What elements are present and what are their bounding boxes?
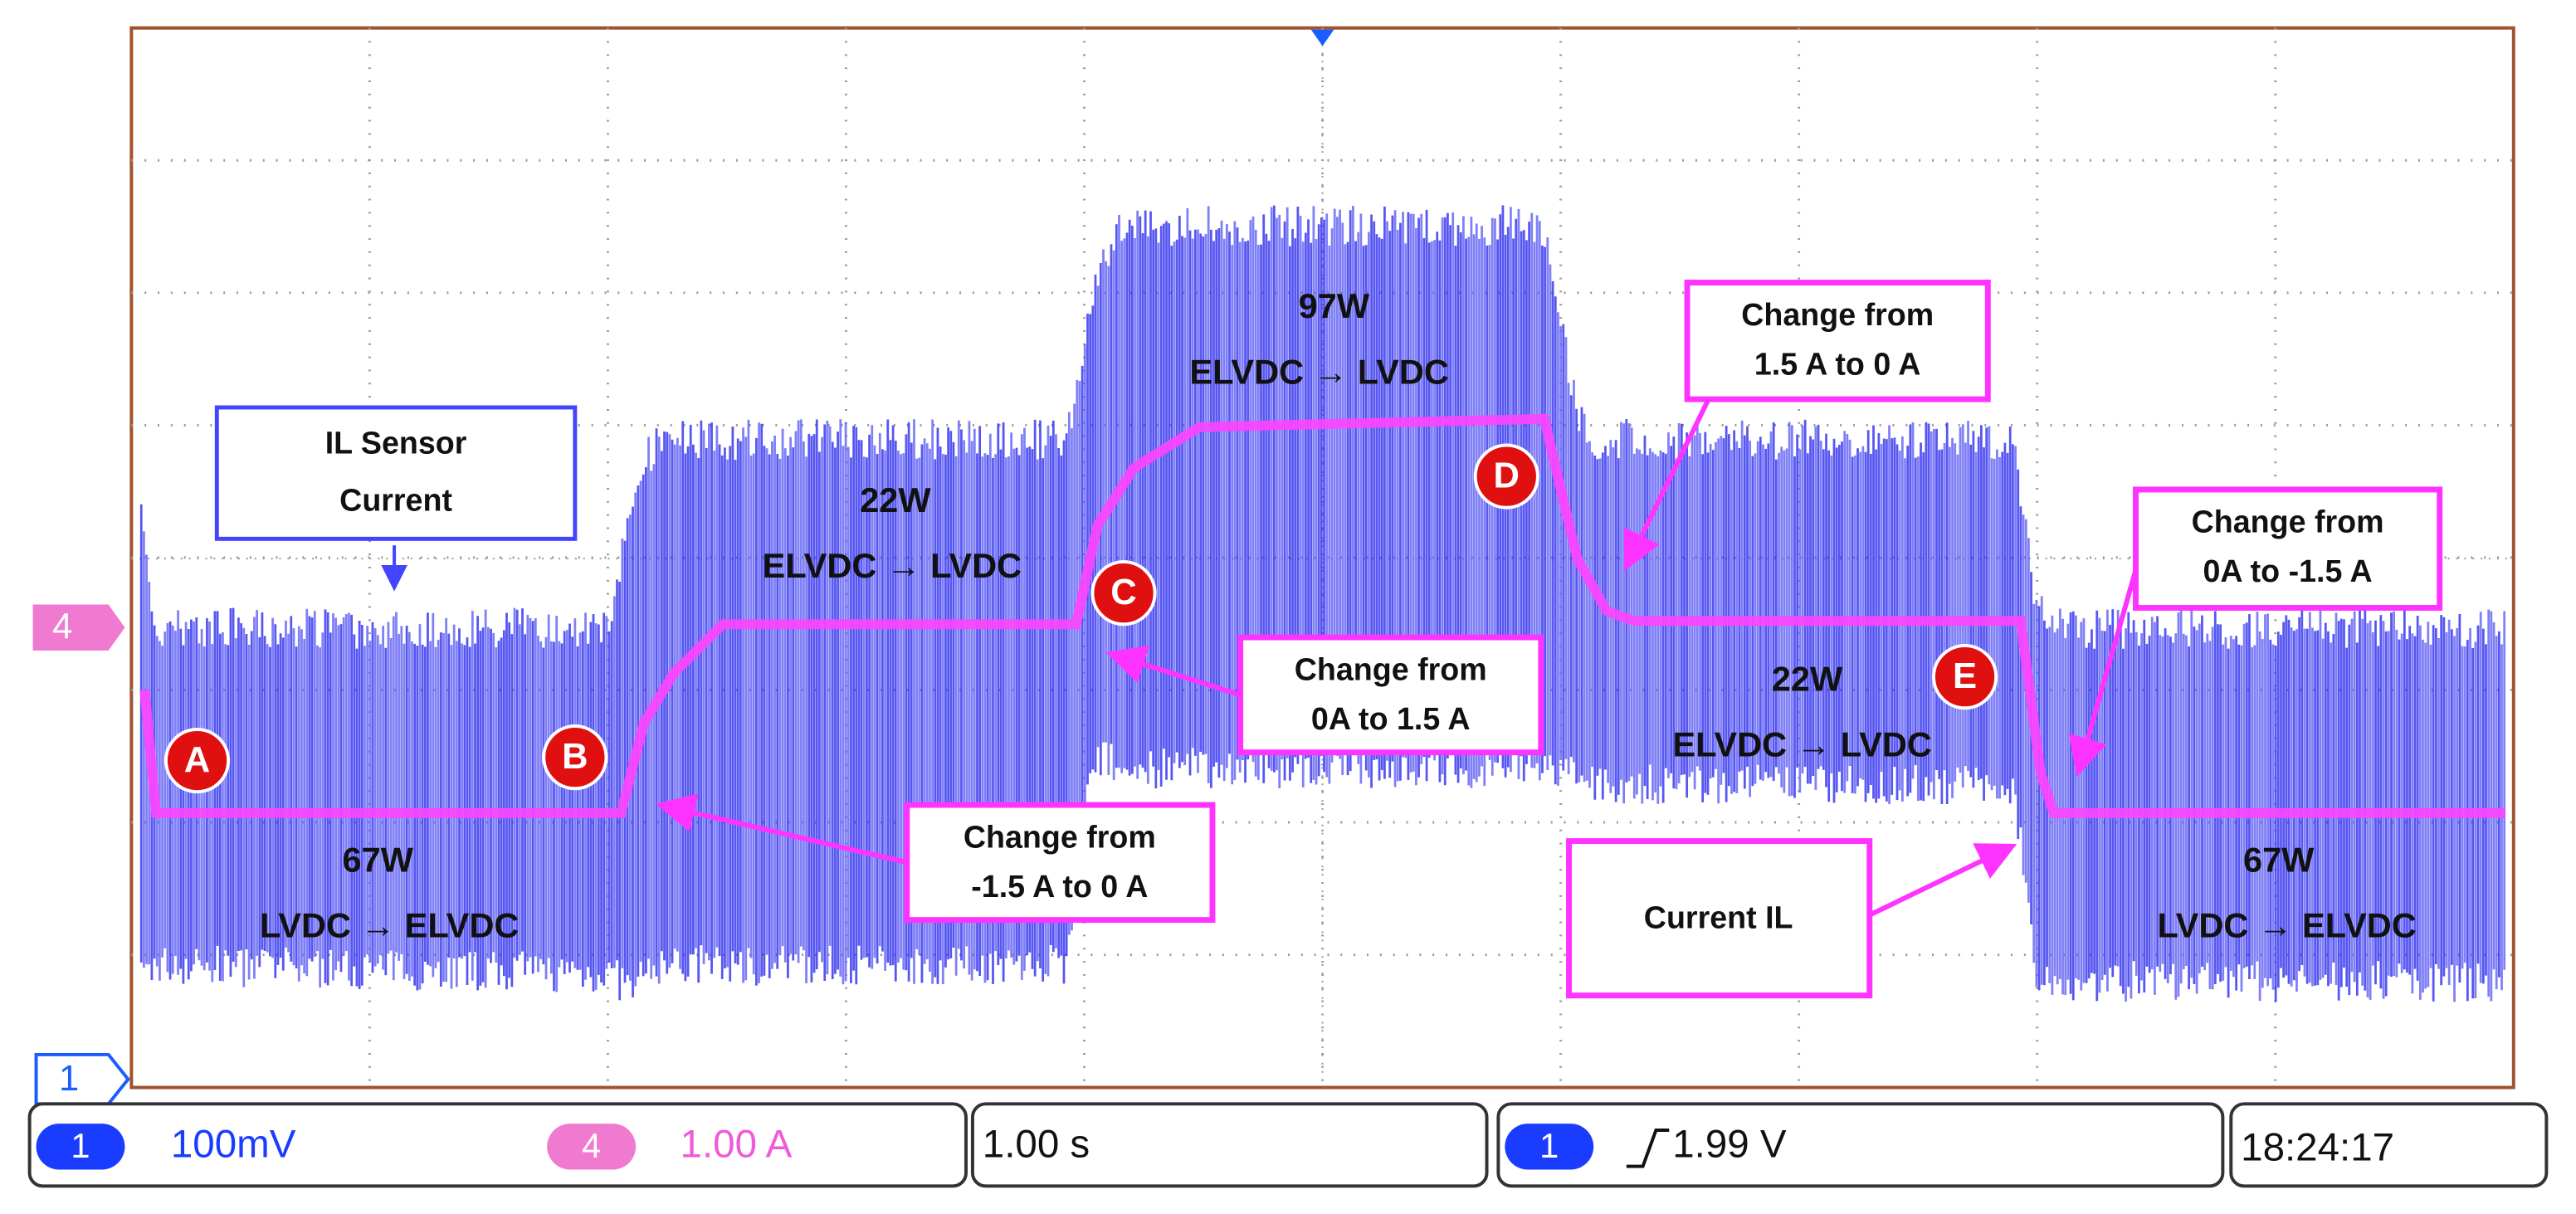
trigger-level: 1.99 V	[1672, 1122, 1787, 1166]
arrow	[2068, 558, 2142, 778]
power-label: 22W	[860, 480, 931, 519]
waveform-ch4	[139, 413, 2505, 818]
point-marker	[163, 728, 231, 794]
badge	[547, 1124, 637, 1170]
point-marker	[1090, 560, 1157, 627]
status-box	[2229, 1102, 2549, 1188]
change-box	[1237, 634, 1544, 756]
arrow	[1623, 397, 1711, 572]
ch1-marker	[34, 1052, 130, 1106]
annotations: A B C D E 67W LVDC → ELVDC 22W ELVDC → LVDC 97W EL…	[163, 280, 2443, 999]
clock: 18:24:17	[2241, 1125, 2394, 1169]
change-box-text: -1.5 A to 0 A	[971, 869, 1148, 904]
status-box	[970, 1102, 1489, 1188]
point-label: B	[562, 737, 588, 777]
trigger-position	[1310, 29, 1334, 46]
change-box-text: 1.5 A to 0 A	[1754, 346, 1921, 381]
current-box-text: Current IL	[1644, 900, 1793, 935]
edge-icon	[1626, 1129, 1670, 1168]
change-box-text: Change from	[964, 820, 1156, 855]
direction-label: ELVDC → LVDC	[1189, 352, 1449, 391]
change-box	[2133, 486, 2443, 611]
badge-label: 1	[1539, 1126, 1559, 1165]
direction-label: ELVDC → LVDC	[763, 546, 1022, 585]
point-label: A	[184, 740, 210, 780]
power-label: 67W	[343, 840, 414, 879]
arrow	[1105, 645, 1242, 698]
change-box-text: 0A to -1.5 A	[2203, 553, 2373, 588]
badge	[1505, 1124, 1594, 1170]
sensor-box	[214, 405, 578, 541]
power-label: 22W	[1772, 660, 1843, 699]
point-label: D	[1494, 456, 1520, 496]
power-label: 97W	[1299, 286, 1370, 325]
current-box	[1566, 838, 1873, 999]
ch4-marker	[32, 604, 125, 651]
direction-label: LVDC → ELVDC	[260, 905, 519, 944]
timebase: 1.00 s	[983, 1122, 1090, 1166]
arrow	[656, 793, 908, 865]
change-box	[1684, 280, 1991, 402]
point-label: C	[1110, 573, 1136, 612]
change-box-text: 0A to 1.5 A	[1311, 701, 1471, 736]
ch1-marker-label: 1	[59, 1059, 79, 1099]
badge	[36, 1124, 125, 1170]
arrow	[1868, 843, 2017, 918]
badge-label: 4	[582, 1126, 601, 1165]
badge-label: 1	[71, 1126, 90, 1165]
change-box-text: Change from	[1741, 297, 1934, 332]
power-label: 67W	[2243, 840, 2315, 879]
ch4-marker-label: 4	[52, 607, 72, 647]
direction-label: ELVDC → LVDC	[1672, 725, 1932, 764]
status-box	[27, 1102, 968, 1188]
sensor-box-text: IL Sensor	[325, 425, 467, 460]
change-box-text: Change from	[2192, 504, 2384, 539]
status-box	[1496, 1102, 2225, 1188]
point-marker	[1473, 443, 1539, 509]
change-box-text: Change from	[1295, 652, 1487, 687]
direction-label: LVDC → ELVDC	[2157, 905, 2417, 944]
change-box	[904, 802, 1216, 924]
point-label: E	[1953, 656, 1977, 696]
sensor-box-text: Current	[339, 483, 452, 518]
ch4-scale: 1.00 A	[681, 1122, 793, 1166]
point-marker	[1932, 644, 1998, 710]
ch1-scale: 100mV	[171, 1122, 296, 1166]
point-marker	[542, 724, 608, 791]
